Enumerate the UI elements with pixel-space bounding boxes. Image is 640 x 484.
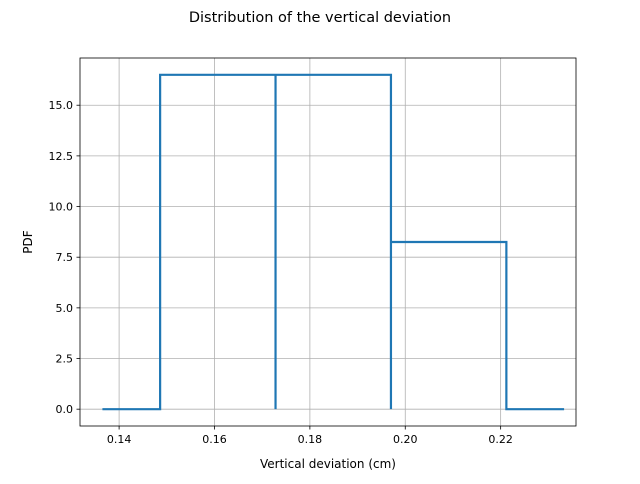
x-tick-label: 0.14 bbox=[107, 433, 132, 446]
y-axis-ticks: 0.0 2.5 5.0 7.5 10.0 12.5 15.0 bbox=[49, 99, 80, 416]
y-tick-label: 0.0 bbox=[56, 403, 74, 416]
chart-title: Distribution of the vertical deviation bbox=[189, 10, 451, 26]
x-axis-ticks: 0.14 0.16 0.18 0.20 0.22 bbox=[107, 426, 513, 446]
y-tick-label: 2.5 bbox=[56, 353, 74, 366]
y-tick-label: 7.5 bbox=[56, 251, 74, 264]
y-tick-label: 5.0 bbox=[56, 302, 74, 315]
x-tick-label: 0.22 bbox=[488, 433, 513, 446]
y-tick-label: 12.5 bbox=[49, 150, 74, 163]
plot-area-frame bbox=[79, 57, 577, 427]
x-tick-label: 0.18 bbox=[298, 433, 323, 446]
pdf-step-line bbox=[102, 73, 565, 411]
x-axis-label: Vertical deviation (cm) bbox=[260, 457, 396, 471]
x-tick-label: 0.20 bbox=[393, 433, 418, 446]
y-axis-label: PDF bbox=[21, 230, 35, 253]
y-tick-label: 10.0 bbox=[49, 201, 74, 214]
series-layer bbox=[102, 73, 565, 411]
y-tick-label: 15.0 bbox=[49, 99, 74, 112]
x-tick-label: 0.16 bbox=[202, 433, 227, 446]
